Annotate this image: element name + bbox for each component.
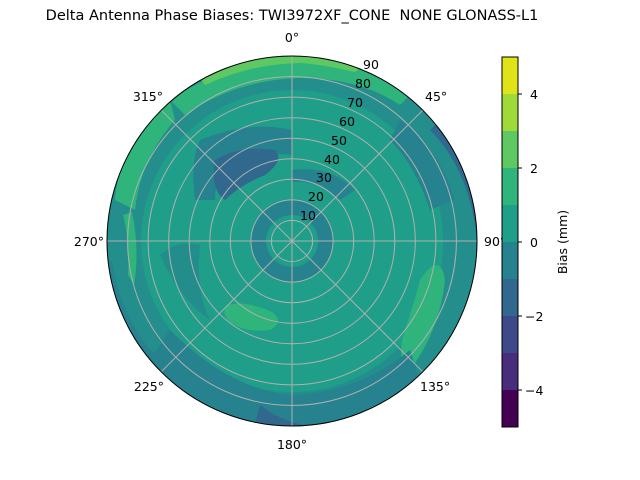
r-tick-labels: 10 20 30 40 50 60 70 80 90	[300, 57, 379, 223]
colorbar-label: Bias (mm)	[555, 210, 570, 274]
theta-tick: 180°	[277, 437, 307, 452]
theta-tick: 0°	[285, 30, 299, 45]
r-tick: 70	[347, 95, 363, 110]
theta-tick: 270°	[74, 234, 104, 249]
theta-tick-labels: 0° 45° 90° 135° 180° 225° 270° 315°	[74, 30, 506, 452]
theta-tick: 45°	[425, 89, 447, 104]
r-tick: 40	[324, 152, 340, 167]
r-tick: 30	[316, 170, 332, 185]
colorbar-tick: −2	[525, 309, 543, 324]
theta-tick: 315°	[133, 89, 163, 104]
polar-frame	[106, 55, 478, 427]
theta-tick: 225°	[134, 379, 164, 394]
r-tick: 60	[339, 114, 355, 129]
colorbar: 4 2 0 −2 −4 Bias (mm)	[501, 56, 570, 428]
colorbar-tick: 2	[530, 161, 538, 176]
chart-title: Delta Antenna Phase Biases: TWI3972XF_CO…	[45, 8, 539, 24]
r-tick: 50	[331, 133, 347, 148]
theta-tick: 135°	[420, 379, 450, 394]
r-tick: 90	[363, 57, 379, 72]
colorbar-tick: 4	[530, 87, 538, 102]
colorbar-tick: 0	[530, 235, 538, 250]
r-tick: 10	[300, 208, 316, 223]
theta-tick: 90°	[484, 234, 506, 249]
grid	[107, 56, 477, 426]
colorbar-tick: −4	[525, 383, 543, 398]
r-tick: 80	[355, 76, 371, 91]
r-tick: 20	[308, 189, 324, 204]
